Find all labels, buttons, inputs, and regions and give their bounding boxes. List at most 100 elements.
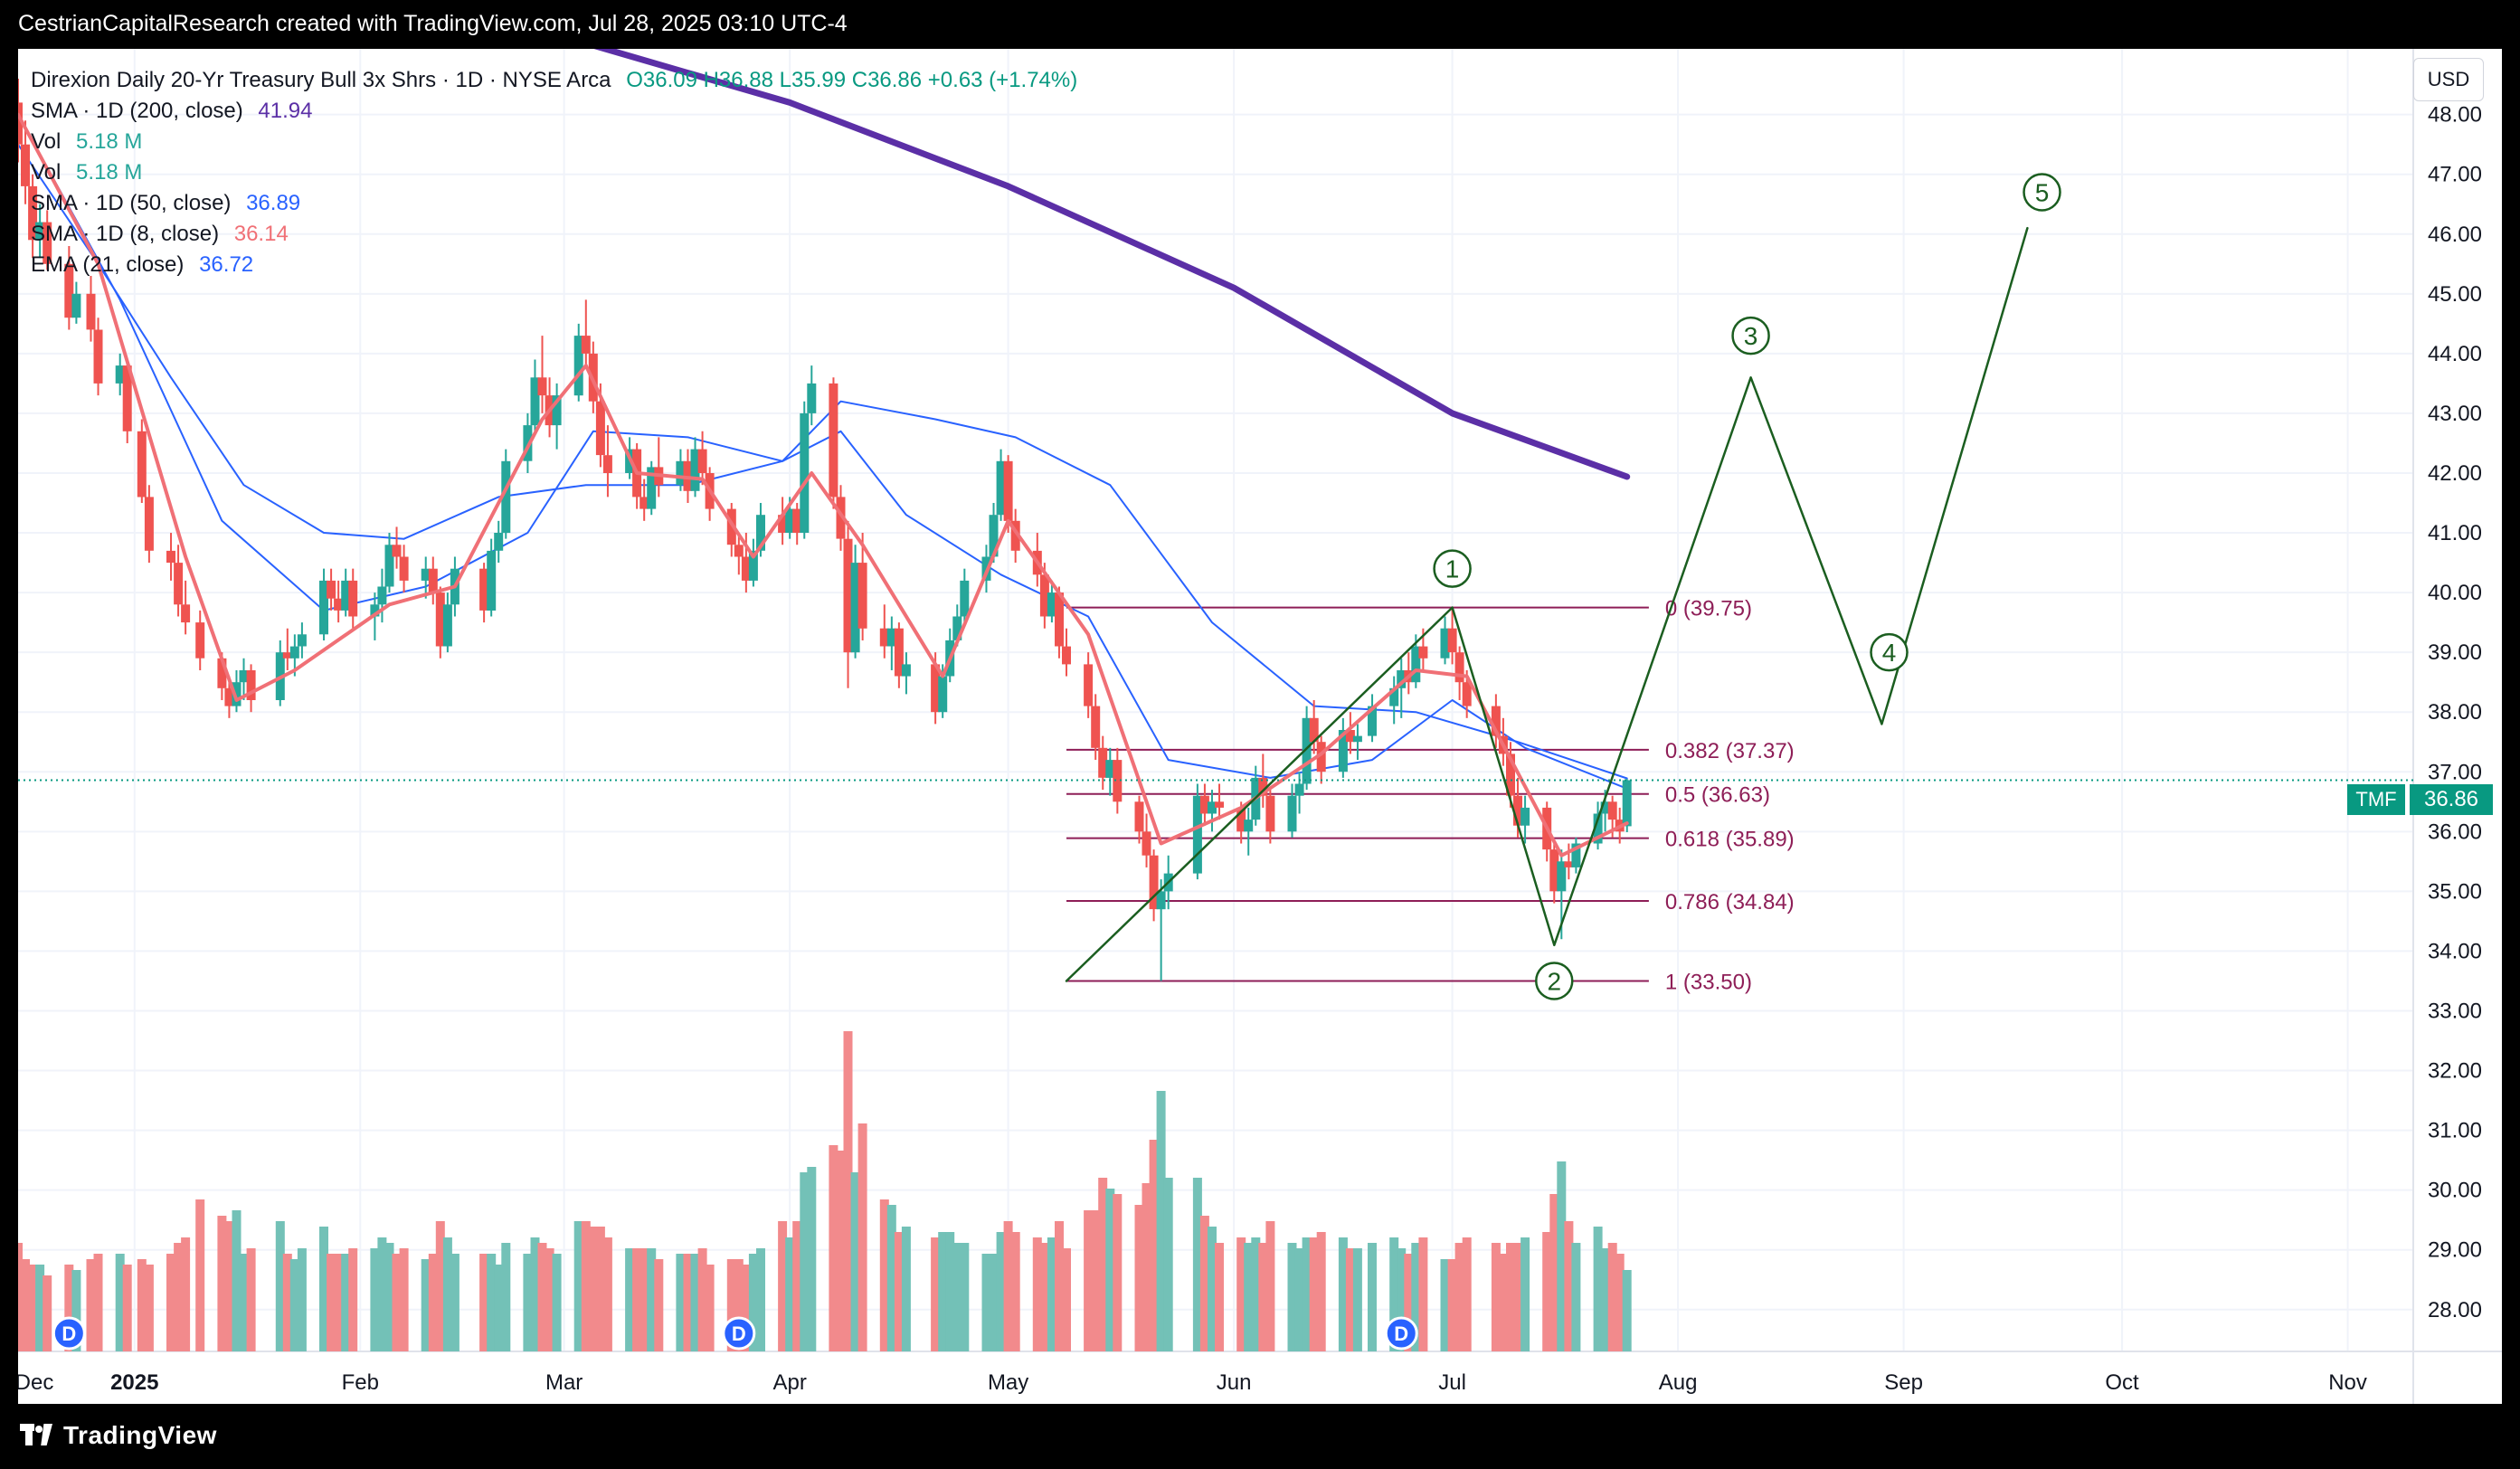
- wave-label: 1: [1445, 555, 1460, 583]
- price-chart[interactable]: D D D 0 (39.75) 0.382 (37.37) 0.5 (36.63) 0.61…: [18, 49, 2502, 1404]
- indicator-row-sma8[interactable]: SMA · 1D (8, close) 36.14: [31, 219, 1077, 250]
- time-tick-label: Feb: [342, 1370, 379, 1395]
- volume-bar: [1098, 1178, 1108, 1351]
- volume-bar: [1055, 1221, 1064, 1351]
- indicator-row-sma200[interactable]: SMA · 1D (200, close) 41.94: [31, 96, 1077, 127]
- volume-bar: [756, 1248, 765, 1351]
- price-tick-label: 45.00: [2428, 282, 2482, 307]
- volume-bar: [1615, 1254, 1625, 1351]
- dividend-marker: [722, 1316, 756, 1351]
- volume-bar: [792, 1221, 802, 1351]
- fib-level-label: 0 (39.75): [1665, 597, 1752, 621]
- candle-body: [1287, 795, 1297, 832]
- candle-body: [195, 622, 205, 659]
- candle-body: [785, 508, 795, 533]
- volume-bar: [1506, 1243, 1515, 1351]
- indicator-row-ema21[interactable]: EMA (21, close) 36.72: [31, 250, 1077, 280]
- candle-body: [1156, 891, 1166, 910]
- price-tick-label: 40.00: [2428, 581, 2482, 605]
- volume-bar: [1571, 1243, 1581, 1351]
- volume-bar: [246, 1248, 256, 1351]
- indicator-row-volume-2[interactable]: Vol 5.18 M: [31, 157, 1077, 188]
- candle-body: [1003, 460, 1013, 521]
- candle-body: [1418, 646, 1428, 659]
- volume-bar: [1084, 1210, 1094, 1351]
- dividend-marker: [52, 1316, 86, 1351]
- candle-body: [1440, 628, 1450, 659]
- volume-bar: [1513, 1243, 1522, 1351]
- candle-body: [1411, 646, 1421, 683]
- price-tick-label: 29.00: [2428, 1238, 2482, 1263]
- candle-body: [428, 568, 438, 593]
- volume-bar: [86, 1259, 96, 1351]
- volume-bar: [1215, 1243, 1224, 1351]
- indicator-row-sma50[interactable]: SMA · 1D (50, close) 36.89: [31, 188, 1077, 219]
- volume-bar: [1564, 1221, 1574, 1351]
- volume-bar: [224, 1221, 234, 1351]
- candle-body: [1047, 592, 1056, 617]
- volume-bar: [785, 1237, 795, 1351]
- candle-body: [1338, 730, 1348, 772]
- candle-body: [239, 670, 249, 683]
- volume-bar: [384, 1243, 394, 1351]
- volume-bar: [843, 1031, 853, 1351]
- price-tick-label: 34.00: [2428, 939, 2482, 963]
- candle-body: [166, 550, 175, 564]
- candle-body: [334, 598, 344, 611]
- candle-body: [1084, 664, 1094, 706]
- time-tick-label: Aug: [1659, 1370, 1698, 1395]
- volume-bar: [1352, 1248, 1362, 1351]
- candle-body: [1564, 861, 1574, 867]
- candle-body: [487, 550, 497, 611]
- tradingview-logo[interactable]: TradingView: [20, 1421, 217, 1450]
- volume-bar: [581, 1221, 591, 1351]
- volume-bar: [625, 1248, 635, 1351]
- currency-button[interactable]: USD: [2413, 58, 2484, 101]
- volume-bar: [35, 1265, 45, 1351]
- volume-bar: [545, 1248, 554, 1351]
- volume-bar: [938, 1232, 948, 1351]
- dividend-marker-label: D: [1394, 1322, 1408, 1345]
- volume-bar: [1142, 1183, 1151, 1351]
- time-tick-label: Mar: [545, 1370, 583, 1395]
- volume-bar: [1557, 1161, 1567, 1351]
- volume-bar: [377, 1237, 387, 1351]
- volume-bar: [901, 1227, 911, 1351]
- candle-body: [442, 604, 452, 647]
- candle-body: [879, 628, 889, 647]
- volume-bar: [931, 1237, 941, 1351]
- dividend-marker-label: D: [62, 1322, 76, 1345]
- footer-bar: TradingView: [0, 1405, 2520, 1469]
- candle-body: [843, 538, 853, 653]
- fib-level-label: 1 (33.50): [1665, 970, 1752, 994]
- indicator-label: Vol: [31, 129, 62, 154]
- price-tick-label: 42.00: [2428, 461, 2482, 486]
- candle-body: [144, 497, 154, 551]
- time-tick-label: 2025: [110, 1370, 158, 1395]
- wave-label-circle: [1731, 316, 1770, 355]
- volume-bar: [800, 1172, 810, 1351]
- symbol-legend-row[interactable]: Direxion Daily 20-Yr Treasury Bull 3x Sh…: [31, 65, 1077, 96]
- volume-bar: [1091, 1210, 1101, 1351]
- candle-body: [1345, 730, 1355, 743]
- candle-body: [886, 628, 896, 647]
- chart-panel[interactable]: D D D 0 (39.75) 0.382 (37.37) 0.5 (36.63) 0.61…: [18, 49, 2502, 1404]
- candle-body: [18, 102, 23, 145]
- volume-bar: [857, 1123, 867, 1351]
- volume-bar: [428, 1254, 438, 1351]
- candle-body: [421, 568, 431, 581]
- volume-bar: [399, 1248, 409, 1351]
- volume-bar: [654, 1259, 664, 1351]
- candle-body: [1265, 795, 1275, 832]
- wave-label: 4: [1882, 639, 1897, 667]
- volume-bar: [327, 1254, 336, 1351]
- elliott-wave-path: [1065, 226, 2029, 982]
- wave-label-circle: [2023, 173, 2061, 212]
- indicator-row-volume[interactable]: Vol 5.18 M: [31, 127, 1077, 157]
- candle-body: [807, 383, 817, 413]
- price-tick-label: 36.00: [2428, 820, 2482, 844]
- candle-body: [1134, 801, 1144, 832]
- candle-body: [1294, 783, 1304, 796]
- time-tick-label: Dec: [18, 1370, 53, 1395]
- volume-bar: [144, 1265, 154, 1351]
